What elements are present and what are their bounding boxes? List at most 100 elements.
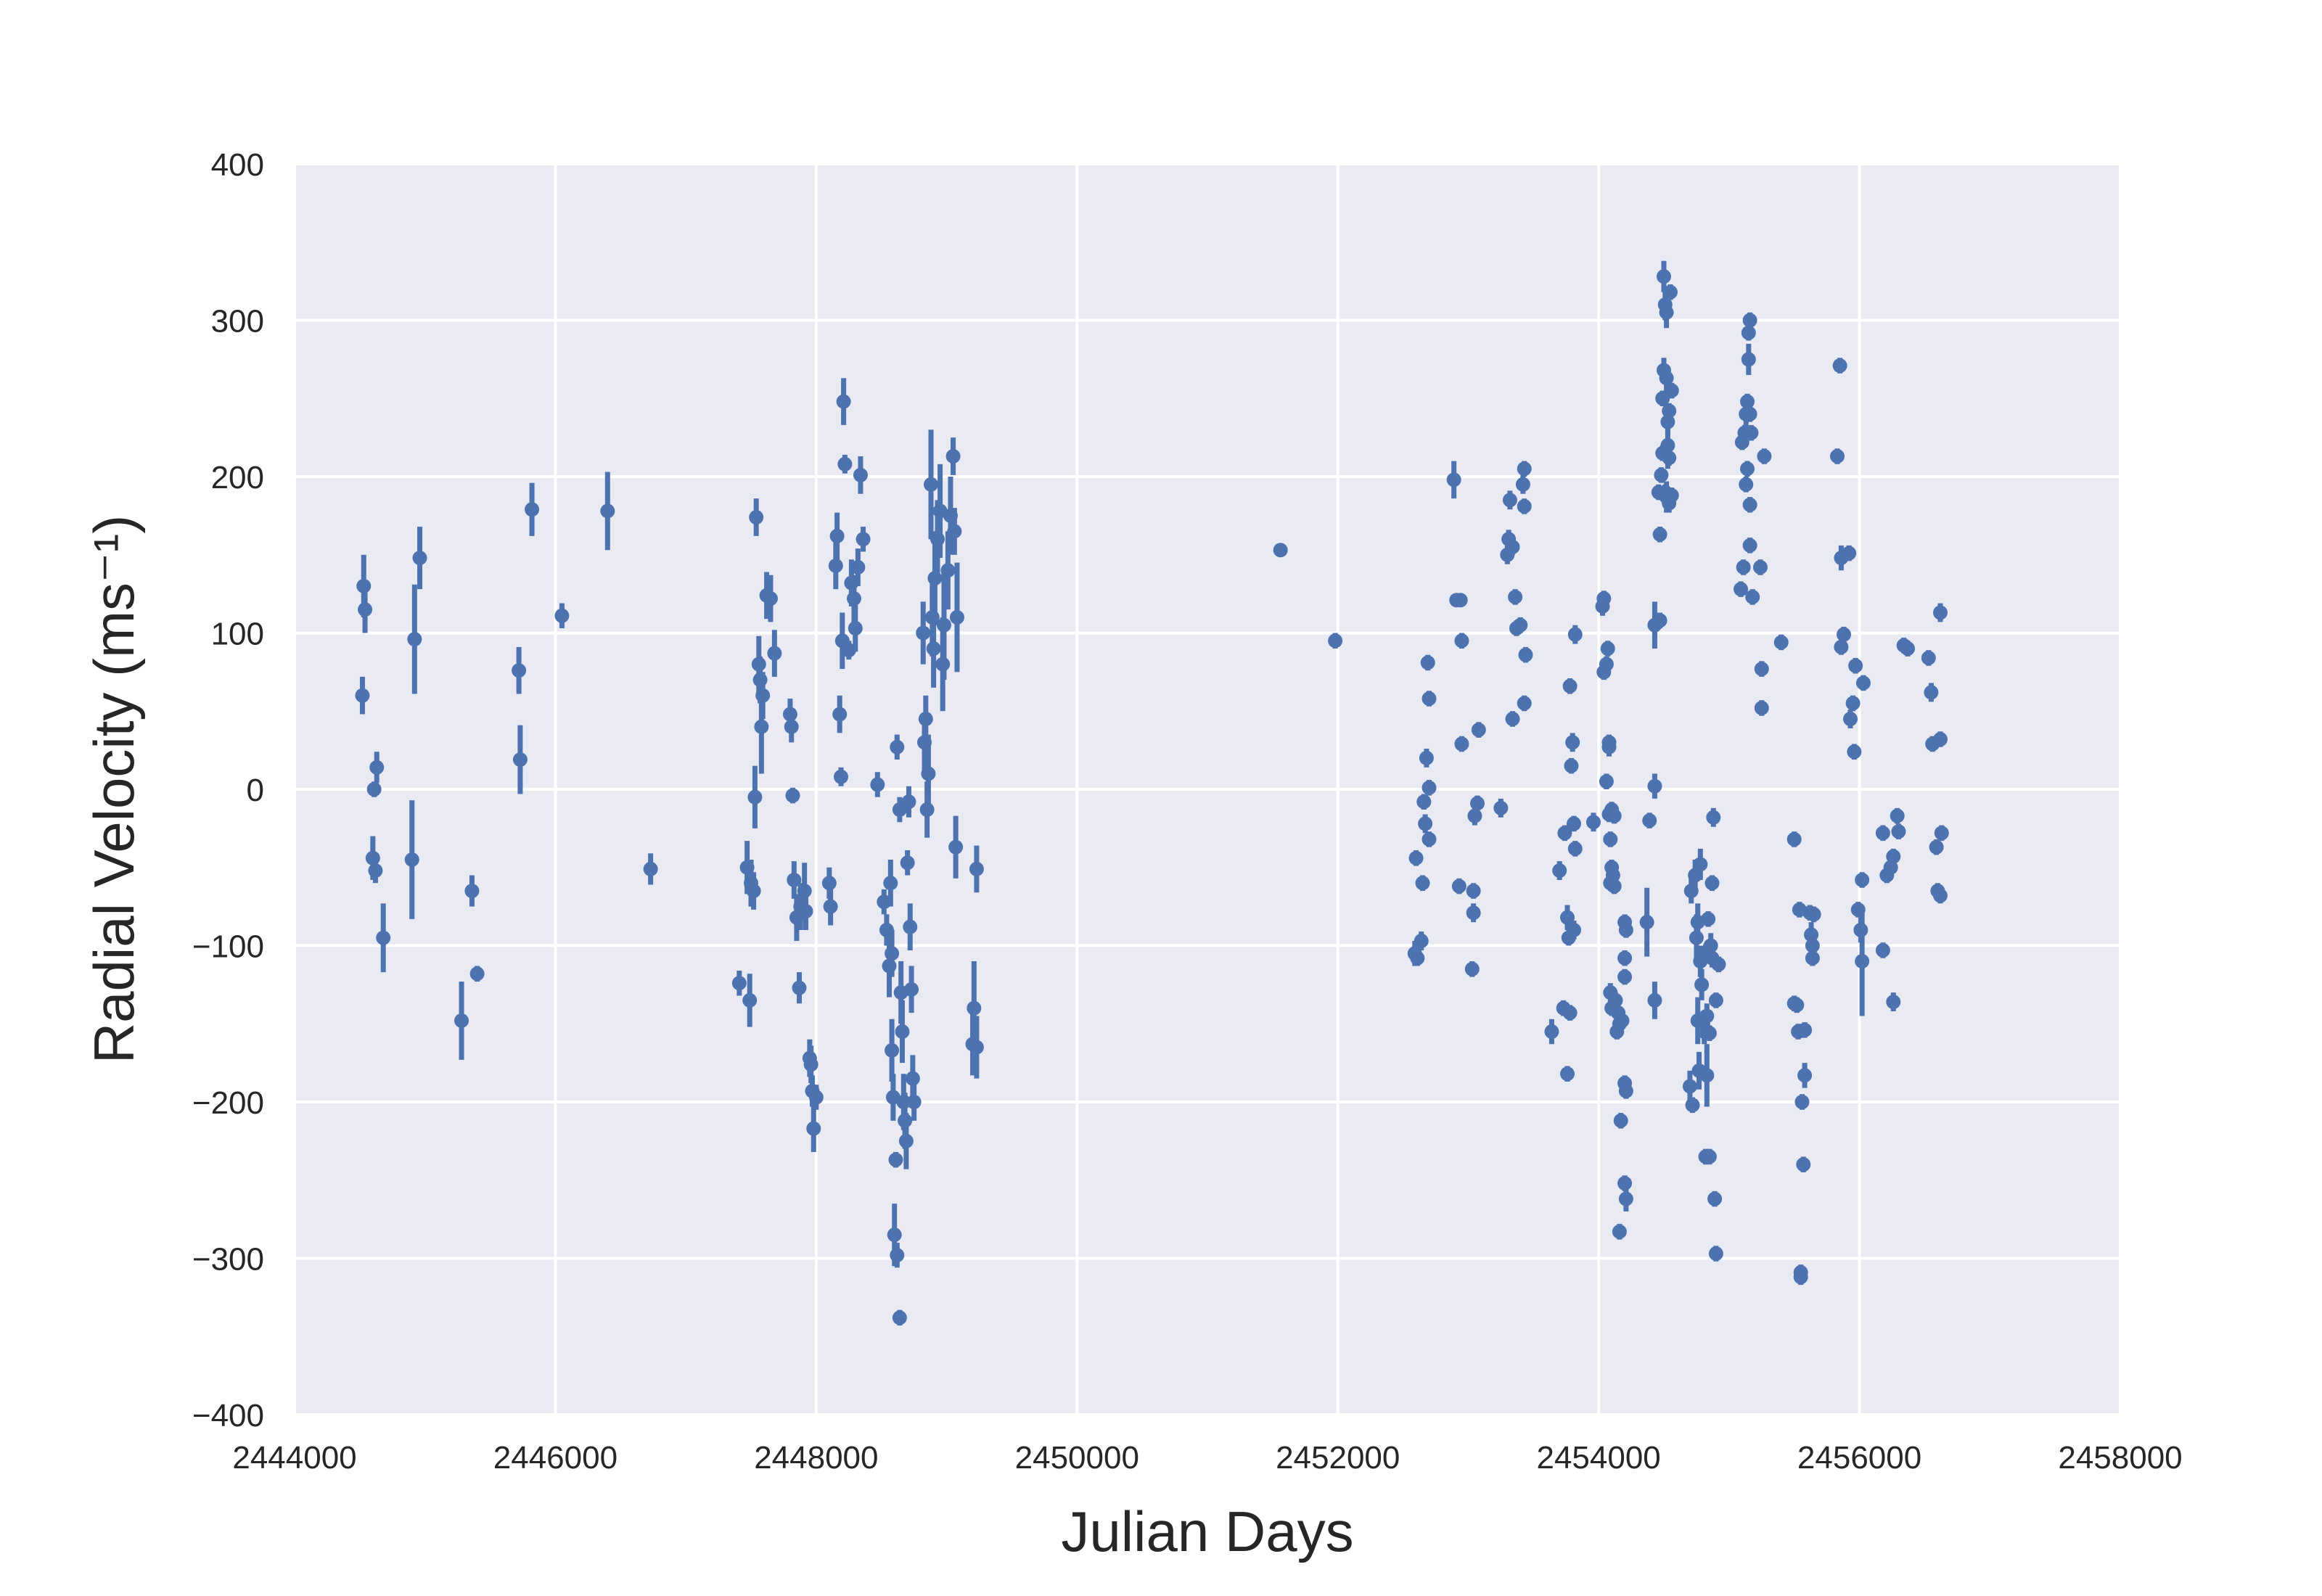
data-point	[848, 621, 863, 636]
data-point	[1421, 780, 1437, 795]
data-point	[1773, 635, 1789, 650]
data-point	[892, 1310, 907, 1325]
data-point	[903, 919, 918, 934]
x-tick-label: 2454000	[1536, 1440, 1660, 1476]
data-point	[1706, 810, 1721, 825]
data-point	[366, 782, 382, 797]
data-point	[1454, 736, 1469, 752]
data-point	[1932, 732, 1948, 747]
data-point	[643, 861, 658, 876]
data-point	[600, 503, 615, 519]
data-point	[1842, 712, 1858, 727]
x-axis-title: Julian Days	[1061, 1500, 1353, 1563]
data-point	[1837, 627, 1852, 642]
data-point	[821, 876, 837, 891]
y-tick-label: 100	[211, 617, 264, 652]
y-tick-label: −200	[192, 1085, 264, 1121]
data-point	[1618, 1191, 1633, 1206]
data-point	[1742, 313, 1757, 328]
data-point	[1664, 488, 1679, 503]
data-point	[1875, 942, 1890, 958]
data-point	[948, 839, 964, 855]
data-point	[883, 876, 898, 891]
data-point	[1421, 691, 1437, 707]
data-point	[1414, 934, 1429, 949]
data-point	[1517, 461, 1532, 477]
data-point	[1273, 543, 1288, 558]
data-point	[525, 502, 540, 517]
data-point	[1794, 1095, 1810, 1109]
data-point	[1805, 938, 1820, 953]
data-point	[890, 1248, 905, 1263]
data-point	[369, 760, 385, 775]
data-point	[1886, 995, 1901, 1010]
data-point	[906, 1095, 922, 1109]
data-point	[1421, 831, 1437, 847]
data-point	[1694, 977, 1710, 992]
data-point	[1562, 678, 1578, 694]
data-point	[1797, 1022, 1813, 1037]
data-point	[1565, 735, 1580, 750]
data-point	[1466, 884, 1481, 899]
data-point	[1842, 546, 1857, 561]
data-point	[1789, 998, 1805, 1013]
data-point	[787, 872, 802, 887]
data-point	[823, 899, 838, 914]
data-point	[1806, 907, 1821, 922]
data-point	[1830, 448, 1845, 464]
data-point	[731, 976, 747, 991]
data-point	[1599, 657, 1614, 672]
data-point	[1848, 658, 1863, 673]
data-point	[1745, 589, 1760, 604]
data-point	[1420, 655, 1435, 670]
data-point	[1659, 305, 1674, 320]
x-tick-label: 2458000	[2058, 1440, 2182, 1476]
data-point	[1410, 950, 1425, 966]
data-point	[1639, 915, 1654, 930]
grid-lines	[293, 163, 2122, 1416]
data-point	[1601, 735, 1617, 750]
data-point	[792, 980, 807, 995]
data-point	[829, 528, 845, 543]
data-point	[1740, 394, 1755, 409]
data-point	[1708, 1246, 1723, 1262]
data-point	[454, 1013, 469, 1028]
data-point	[1418, 816, 1433, 831]
y-tick-label: 400	[211, 147, 264, 183]
data-point	[1685, 1098, 1700, 1113]
data-point	[1562, 1005, 1578, 1021]
data-point	[1855, 675, 1871, 691]
data-point	[1505, 712, 1520, 727]
data-point	[1924, 685, 1939, 700]
data-point	[900, 855, 915, 871]
data-point	[1921, 650, 1936, 665]
y-tick-label: 0	[247, 773, 264, 808]
data-point	[898, 1133, 914, 1148]
data-point	[1560, 910, 1575, 925]
data-point	[1328, 633, 1343, 649]
data-point	[746, 884, 761, 899]
data-point	[355, 688, 370, 703]
data-point	[747, 789, 763, 805]
data-point	[828, 558, 843, 573]
data-point	[1834, 639, 1849, 654]
data-point	[1566, 922, 1581, 937]
data-point	[1419, 750, 1434, 765]
data-point	[1615, 1013, 1630, 1028]
data-point	[1600, 641, 1615, 657]
data-point	[870, 777, 885, 792]
data-point	[1564, 758, 1579, 773]
data-point	[1739, 477, 1754, 492]
data-point	[1664, 383, 1679, 398]
data-point	[1786, 831, 1802, 847]
data-point	[1652, 527, 1667, 542]
data-point	[1566, 816, 1581, 831]
data-point	[1659, 371, 1674, 386]
data-point	[1708, 992, 1723, 1008]
data-point	[1662, 451, 1677, 466]
data-point	[376, 930, 391, 945]
data-point	[1657, 269, 1671, 284]
data-point	[1734, 582, 1749, 597]
data-point	[1596, 591, 1612, 606]
data-point	[763, 591, 778, 606]
